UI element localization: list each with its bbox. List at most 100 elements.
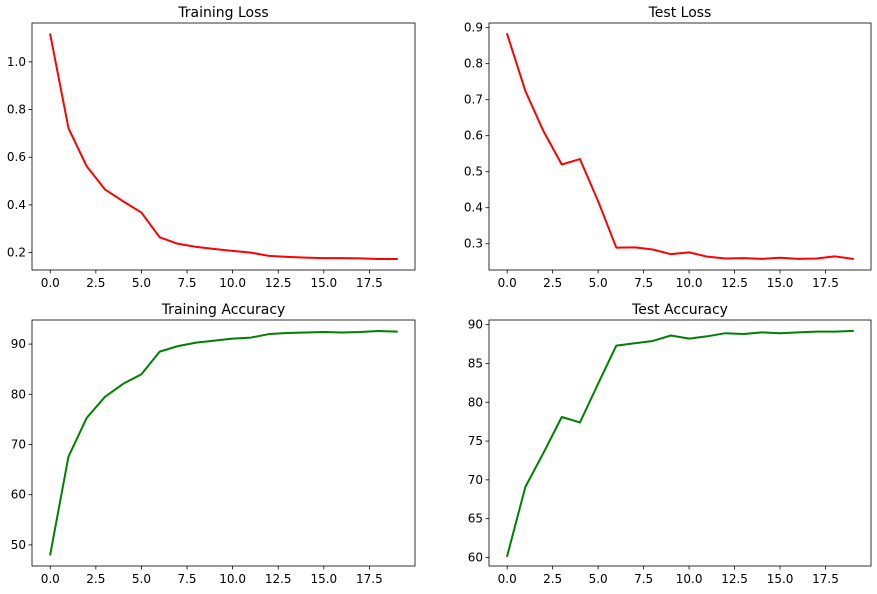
test-loss-axes: 0.0 2.5 5.0 7.5 10.0 12.5 15.0 17.5 0.3 0.4 0.5 0.6… <box>464 21 872 290</box>
test-accuracy-data-point <box>506 554 509 557</box>
test-accuracy-xtick-label: 12.5 <box>721 572 748 586</box>
training-accuracy-data-point <box>103 395 106 398</box>
test-loss-ytick-label: 0.4 <box>464 201 483 215</box>
training-accuracy-data-point <box>122 382 125 385</box>
training-accuracy-xtick-label: 17.5 <box>356 572 383 586</box>
training-accuracy-data-point <box>49 553 52 556</box>
test-loss-data-point <box>833 255 836 258</box>
training-loss-data-point <box>140 211 143 214</box>
test-accuracy-ytick-label: 65 <box>468 512 483 526</box>
test-accuracy-data-point <box>706 335 709 338</box>
test-loss-xtick-label: 10.0 <box>676 276 703 290</box>
test-accuracy-data-point <box>542 451 545 454</box>
test-loss-ytick-label: 0.5 <box>464 165 483 179</box>
test-loss-data-point <box>724 257 727 260</box>
test-accuracy-data-point <box>578 421 581 424</box>
test-loss-ytick-label: 0.7 <box>464 93 483 107</box>
training-accuracy-data-point <box>359 331 362 334</box>
test-loss-data-point <box>760 257 763 260</box>
training-loss-data-point <box>395 258 398 261</box>
test-accuracy-data-point <box>633 342 636 345</box>
training-loss-ytick-label: 1.0 <box>7 55 26 69</box>
training-accuracy-data-point <box>268 333 271 336</box>
test-loss-data-point <box>815 257 818 260</box>
test-accuracy-data-point <box>688 337 691 340</box>
training-loss-data-point <box>176 242 179 245</box>
test-loss-ytick-label: 0.3 <box>464 237 483 251</box>
test-loss-xtick-label: 7.5 <box>634 276 653 290</box>
test-loss-title: Test Loss <box>648 5 712 21</box>
test-loss-data-point <box>688 251 691 254</box>
training-accuracy-data-point <box>377 330 380 333</box>
training-loss-data-point <box>122 200 125 203</box>
subplot-test-loss: Test Loss 0.0 2.5 5.0 7.5 10.0 12.5 15.0 17.50.… <box>464 5 872 290</box>
test-accuracy-data-point <box>724 332 727 335</box>
training-loss-ytick-label: 0.2 <box>7 246 26 260</box>
training-accuracy-data-point <box>304 331 307 334</box>
training-loss-data-point <box>359 257 362 260</box>
training-loss-data-point <box>85 165 88 168</box>
test-accuracy-series-line <box>505 329 854 558</box>
test-loss-data-point <box>742 257 745 260</box>
test-loss-data-point <box>524 90 527 93</box>
test-loss-xtick-label: 12.5 <box>721 276 748 290</box>
training-accuracy-data-point <box>140 373 143 376</box>
training-loss-data-point <box>67 127 70 130</box>
test-accuracy-ytick-label: 70 <box>468 473 483 487</box>
test-accuracy-data-point <box>742 332 745 335</box>
training-loss-xtick-label: 2.5 <box>86 276 105 290</box>
test-loss-ytick-label: 0.8 <box>464 57 483 71</box>
training-accuracy-data-point <box>195 341 198 344</box>
test-loss-data-point <box>615 246 618 249</box>
test-accuracy-xtick-label: 0.0 <box>498 572 517 586</box>
test-accuracy-ytick-label: 80 <box>468 395 483 409</box>
training-accuracy-data-point <box>158 350 161 353</box>
test-loss-data-point <box>506 33 509 36</box>
subplot-test-accuracy: Test Accuracy 0.0 2.5 5.0 7.5 10.0 12.5 15.0 17… <box>468 302 872 586</box>
training-loss-title: Training Loss <box>177 5 268 21</box>
test-loss-data-point <box>851 257 854 260</box>
training-loss-xtick-label: 15.0 <box>310 276 337 290</box>
test-loss-data-point <box>542 130 545 133</box>
test-loss-xtick-label: 2.5 <box>543 276 562 290</box>
training-accuracy-data-point <box>176 345 179 348</box>
test-accuracy-data-point <box>651 339 654 342</box>
training-accuracy-data-point <box>286 332 289 335</box>
test-accuracy-data-point <box>797 331 800 334</box>
training-accuracy-xtick-label: 7.5 <box>177 572 196 586</box>
test-loss-data-point <box>651 248 654 251</box>
training-accuracy-ytick-label: 70 <box>11 438 26 452</box>
training-loss-xtick-label: 0.0 <box>41 276 60 290</box>
test-accuracy-data-point <box>851 329 854 332</box>
test-loss-data-point <box>560 163 563 166</box>
test-accuracy-data-point <box>524 485 527 488</box>
test-accuracy-frame <box>488 319 872 567</box>
test-loss-data-point <box>706 255 709 258</box>
test-accuracy-data-point <box>615 344 618 347</box>
test-accuracy-data-point <box>779 332 782 335</box>
training-loss-data-point <box>195 245 198 248</box>
training-loss-xtick-label: 7.5 <box>177 276 196 290</box>
training-accuracy-data-point <box>395 330 398 333</box>
test-loss-xtick-label: 17.5 <box>812 276 839 290</box>
test-loss-xtick-label: 0.0 <box>498 276 517 290</box>
test-accuracy-title: Test Accuracy <box>631 302 728 318</box>
training-loss-xtick-label: 10.0 <box>219 276 246 290</box>
test-loss-ytick-label: 0.6 <box>464 129 483 143</box>
test-accuracy-xtick-label: 2.5 <box>543 572 562 586</box>
training-loss-ytick-label: 0.6 <box>7 150 26 164</box>
training-accuracy-data-point <box>85 416 88 419</box>
training-loss-data-point <box>103 188 106 191</box>
training-accuracy-axes: 0.0 2.5 5.0 7.5 10.0 12.5 15.0 17.5 50 60 70 80 90 <box>11 319 416 586</box>
training-loss-frame <box>31 22 416 271</box>
training-accuracy-title: Training Accuracy <box>161 302 286 318</box>
test-loss-data-point <box>597 200 600 203</box>
training-loss-data-point <box>213 248 216 251</box>
training-accuracy-data-point <box>341 331 344 334</box>
test-accuracy-xtick-label: 15.0 <box>767 572 794 586</box>
test-accuracy-axes: 0.0 2.5 5.0 7.5 10.0 12.5 15.0 17.5 60 65 70 75 80 85… <box>468 318 872 586</box>
training-loss-data-point <box>286 255 289 258</box>
training-accuracy-data-point <box>322 331 325 334</box>
training-accuracy-data-point <box>231 337 234 340</box>
test-accuracy-xtick-label: 10.0 <box>676 572 703 586</box>
